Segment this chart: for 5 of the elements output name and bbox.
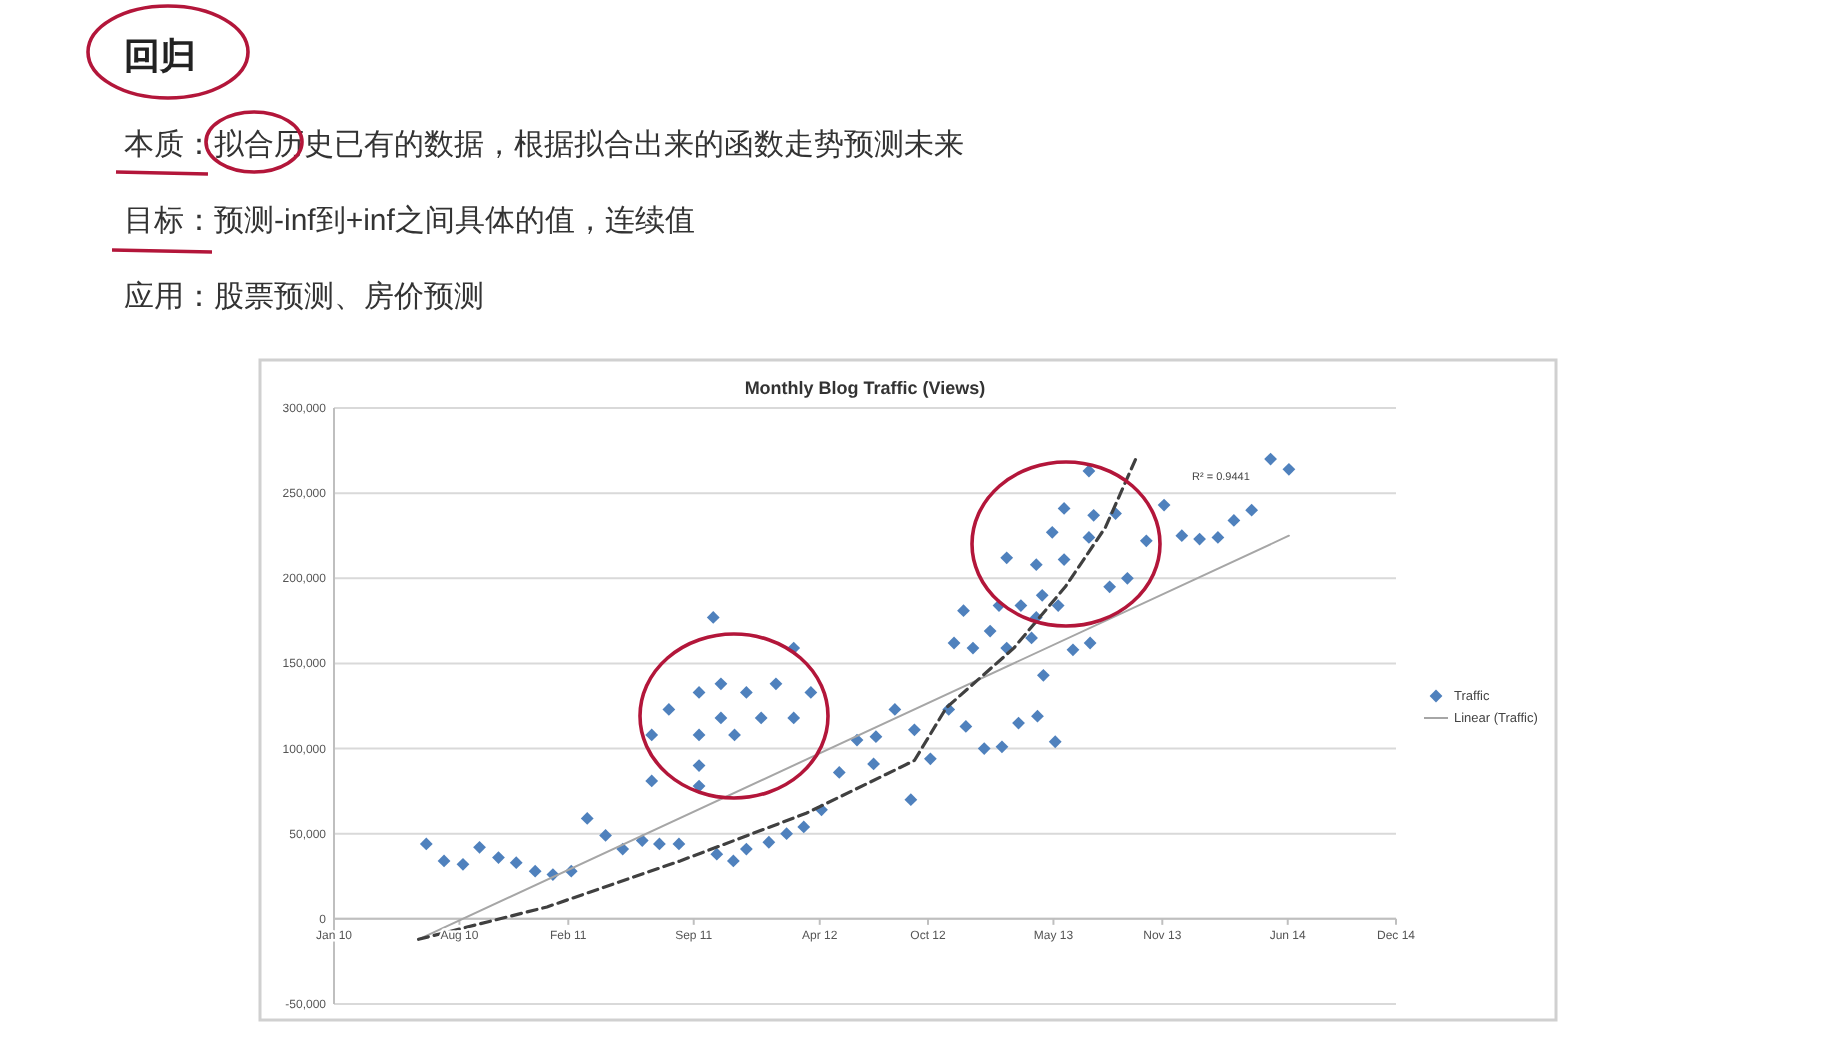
text: 目标：预测-inf到+inf之间具体的值，连续值 [124,204,695,238]
text: 回归 [124,36,196,76]
line-series [417,457,1138,941]
text: 应用：股票预测、房价预测 [124,280,484,314]
chart-title: Monthly Blog Traffic (Views) [744,378,986,398]
